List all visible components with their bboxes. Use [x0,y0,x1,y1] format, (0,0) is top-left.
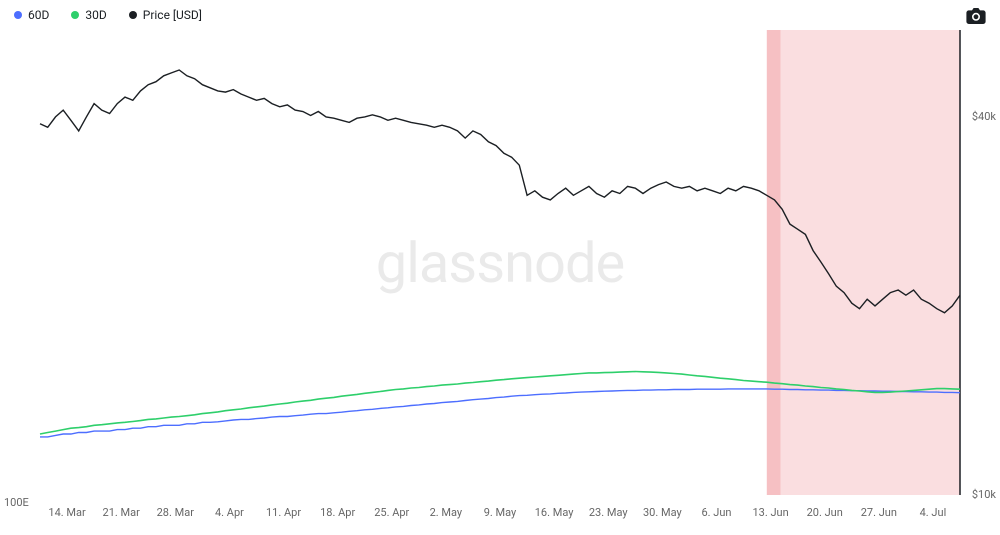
x-tick: 21. Mar [103,506,140,519]
x-tick: 27. Jun [861,506,897,519]
x-axis: 14. Mar 21. Mar 28. Mar 4. Apr 11. Apr 18. Ap… [40,505,960,519]
camera-icon [966,8,986,24]
chart-svg [40,30,960,495]
legend-item-60d[interactable]: 60D [14,8,49,22]
x-tick: 6. Jun [701,506,731,519]
legend-label: 30D [85,8,106,22]
x-tick: 30. May [643,506,682,519]
plot-area[interactable]: glassnode [40,30,960,495]
y-left-axis-label: 100E [4,496,29,509]
legend-item-30d[interactable]: 30D [71,8,106,22]
legend-item-price[interactable]: Price [USD] [129,8,202,22]
x-tick: 25. Apr [374,506,409,519]
x-tick: 23. May [589,506,628,519]
x-tick: 14. Mar [48,506,85,519]
legend-dot-30d [71,11,79,19]
x-tick: 9. May [484,506,517,519]
x-tick: 28. Mar [157,506,194,519]
y-right-tick: $40k [972,110,996,123]
x-tick: 13. Jun [752,506,788,519]
legend: 60D 30D Price [USD] [14,8,202,22]
legend-dot-60d [14,11,22,19]
screenshot-button[interactable] [966,8,986,24]
legend-label: Price [USD] [143,8,202,22]
x-tick: 2. May [430,506,463,519]
x-tick: 18. Apr [320,506,355,519]
legend-label: 60D [28,8,49,22]
y-right-tick: $10k [972,488,996,501]
x-tick: 20. Jun [807,506,843,519]
x-tick: 4. Jul [920,506,947,519]
x-tick: 4. Apr [215,506,244,519]
x-tick: 16. May [535,506,574,519]
legend-dot-price [129,11,137,19]
chart-container: 60D 30D Price [USD] glassnode 100E $40k $… [0,0,1000,535]
x-tick: 11. Apr [266,506,301,519]
